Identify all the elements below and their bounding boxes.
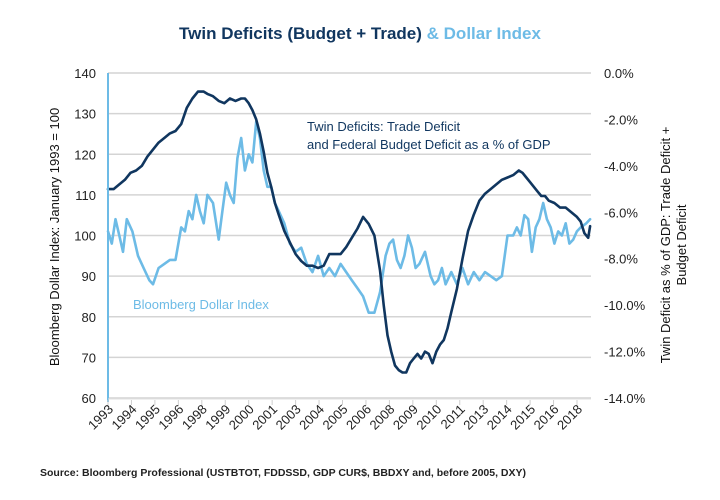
dollar-index-annotation: Bloomberg Dollar Index — [133, 297, 269, 312]
series-layer — [106, 90, 592, 374]
chart-title-part1: Twin Deficits (Budget + Trade) — [179, 24, 422, 43]
left-y-tick-label: 80 — [82, 310, 96, 325]
x-tick-label: 2000 — [226, 402, 257, 433]
left-y-tick-label: 100 — [74, 229, 96, 244]
x-tick-label: 1998 — [179, 402, 210, 433]
right-y-tick-label: -10.0% — [604, 298, 646, 313]
chart-title-part2: & Dollar Index — [426, 24, 541, 43]
x-tick-label: 2001 — [249, 402, 280, 433]
right-y-tick-label: -4.0% — [604, 159, 638, 174]
right-y-tick-label: -12.0% — [604, 345, 646, 360]
right-y-tick-label: -6.0% — [604, 205, 638, 220]
right-y-tick-label: -2.0% — [604, 112, 638, 127]
x-tick-label: 1993 — [85, 402, 116, 433]
x-tick-label: 2018 — [554, 402, 585, 433]
twin-deficits-annotation-line2: and Federal Budget Deficit as a % of GDP — [307, 137, 551, 152]
x-axis: 1993199419951996199819992000200120032004… — [85, 398, 591, 433]
right-axis-title-line1: Twin Deficit as % of GDP: Trade Deficit … — [658, 127, 673, 364]
left-axis-title: Bloomberg Dollar Index: January 1993 = 1… — [47, 108, 62, 366]
right-y-tick-label: -8.0% — [604, 252, 638, 267]
x-tick-label: 1995 — [132, 402, 163, 433]
chart-title: Twin Deficits (Budget + Trade) & Dollar … — [0, 24, 720, 44]
right-y-axis: 0.0% -2.0% -4.0% -6.0% -8.0% -10.0% -12.0% -14.… — [604, 66, 646, 406]
x-tick-label: 2011 — [437, 402, 467, 432]
gridlines — [108, 72, 591, 399]
x-tick-label: 2013 — [460, 402, 491, 433]
x-tick-label: 2006 — [343, 402, 374, 433]
left-y-tick-label: 60 — [82, 391, 96, 406]
x-tick-label: 2009 — [390, 402, 421, 433]
twin-deficits-annotation-line1: Twin Deficits: Trade Deficit — [307, 119, 461, 134]
left-y-tick-label: 70 — [82, 350, 96, 365]
x-tick-label: 1999 — [202, 402, 233, 433]
left-y-tick-label: 110 — [75, 188, 96, 203]
x-tick-label: 1994 — [109, 402, 140, 433]
x-tick-label: 2010 — [413, 402, 444, 433]
right-axis-title-line2: Budget Deficit — [674, 204, 689, 285]
left-y-tick-label: 90 — [82, 269, 96, 284]
x-tick-label: 2008 — [366, 402, 397, 433]
left-y-tick-label: 130 — [74, 107, 96, 122]
dollar-index-line — [106, 120, 592, 314]
right-y-tick-label: 0.0% — [604, 66, 634, 81]
right-y-tick-label: -14.0% — [604, 391, 646, 406]
x-tick-label: 2015 — [507, 402, 538, 433]
x-tick-label: 2014 — [484, 402, 515, 433]
left-y-tick-label: 140 — [74, 66, 96, 81]
x-tick-label: 2003 — [273, 402, 304, 433]
x-tick-label: 2005 — [320, 402, 351, 433]
left-y-tick-label: 120 — [74, 147, 96, 162]
source-note: Source: Bloomberg Professional (USTBTOT,… — [40, 467, 527, 479]
x-tick-label: 2016 — [531, 402, 562, 433]
x-tick-label: 2004 — [296, 402, 327, 433]
x-tick-label: 1996 — [155, 402, 186, 433]
twin-deficits-line — [106, 90, 592, 374]
left-y-axis: 140 130 120 110 100 90 80 70 60 — [74, 66, 96, 406]
